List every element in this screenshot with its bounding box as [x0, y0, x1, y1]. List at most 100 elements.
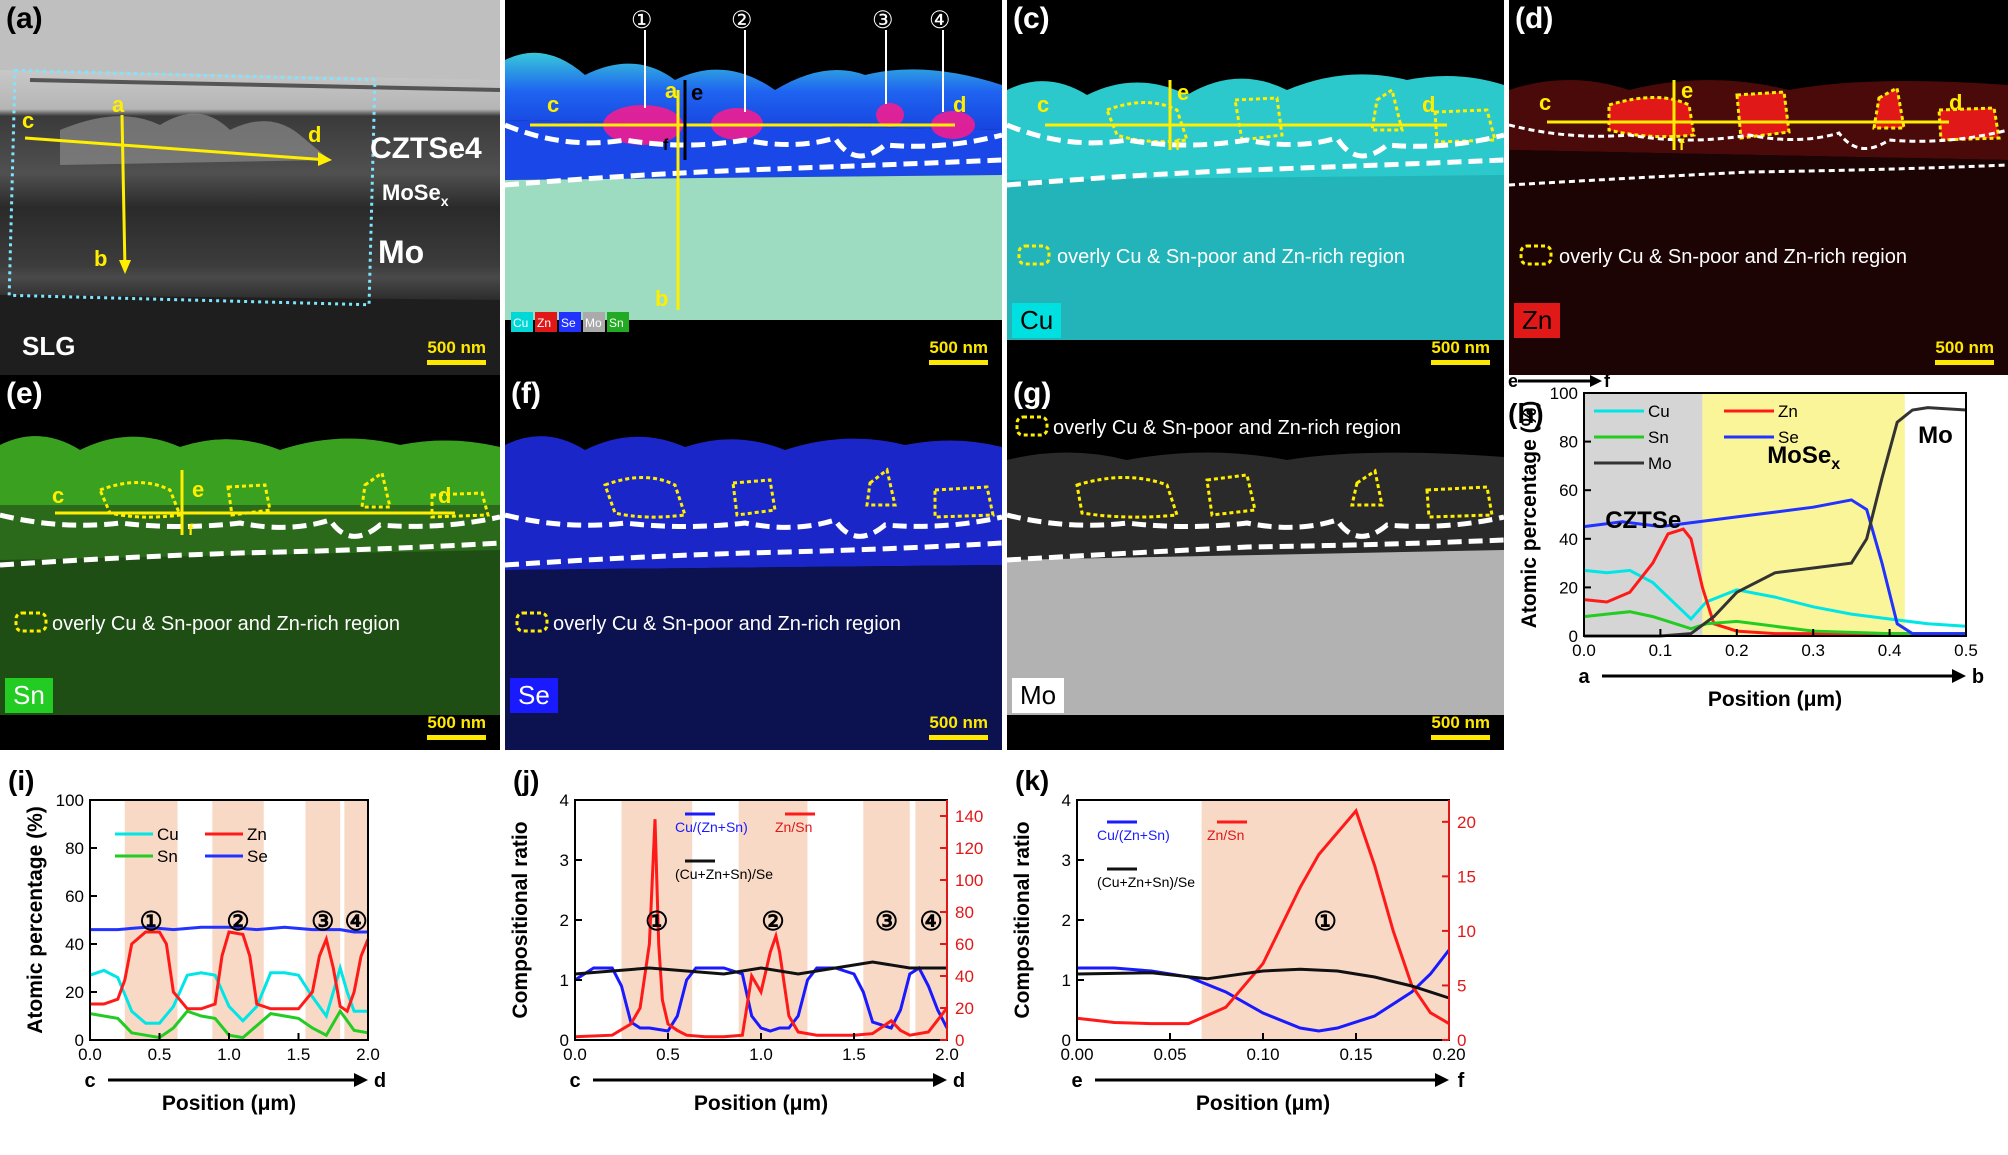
series-line-mo: [1584, 406, 1967, 638]
y2-tick-label: 0: [955, 1031, 964, 1050]
marker-c: c: [52, 483, 64, 508]
x-axis-label: Position (μm): [1196, 1092, 1330, 1115]
y-tick-label: 0: [1062, 1031, 1071, 1050]
y-tick-label: 2: [1062, 911, 1071, 930]
marker-c: c: [1539, 90, 1551, 115]
x-tick-label: 0.2: [1725, 641, 1749, 660]
y-tick-label: 20: [65, 983, 84, 1002]
series-line--cu-zn-sn-se: [1076, 967, 1450, 1000]
marker-f: f: [663, 137, 669, 154]
panel-label-a: (a): [6, 2, 43, 35]
y-axis-label: Compositional ratio: [509, 821, 532, 1018]
x-tick-label: 1.0: [217, 1045, 241, 1064]
region-legend: overly Cu & Sn-poor and Zn-rich region: [1559, 246, 1907, 268]
marker-end: f: [1604, 375, 1611, 391]
panel-label: (i): [8, 765, 34, 796]
compositional-ratio-chart-k: ①0.00 0.05 0.10 0.15 0.200123405101520Positi…: [1011, 765, 1476, 1115]
series-line-zn-sn: [1076, 807, 1450, 1026]
marker-f: f: [188, 522, 194, 539]
region-legend: overly Cu & Sn-poor and Zn-rich region: [1057, 246, 1405, 268]
legend-label: Cu: [1648, 402, 1670, 421]
element-tag: Zn: [1514, 303, 1561, 338]
marker-d: d: [308, 122, 321, 147]
panel-c-cu-map: c d e f overly Cu & Sn-poor and Zn-rich …: [1007, 0, 1504, 375]
y-axis-label: Atomic percentage (%): [1518, 401, 1541, 629]
marker-end: b: [1972, 666, 1984, 688]
y-tick-label: 2: [560, 911, 569, 930]
region-label: CZTSe: [1605, 507, 1681, 534]
y-tick-label: 4: [560, 791, 569, 810]
x-tick-label: 0.10: [1246, 1045, 1279, 1064]
marker-start: c: [569, 1070, 580, 1092]
shaded-region: [915, 800, 947, 1040]
y2-tick-label: 60: [955, 935, 974, 954]
legend-label: Sn: [1648, 428, 1669, 447]
element-tag: Se: [510, 678, 558, 713]
x-tick-label: 0.05: [1153, 1045, 1186, 1064]
element-tag: Mo: [1012, 678, 1065, 713]
series-line--cu-zn-sn-se: [574, 960, 947, 976]
x-tick-label: 2.0: [356, 1045, 380, 1064]
scale-bar: 500 nm: [929, 338, 988, 365]
y-tick-label: 80: [1559, 433, 1578, 452]
x-tick-label: 0.3: [1801, 641, 1825, 660]
x-tick-label: 0.5: [1954, 641, 1978, 660]
legend-label: Cu/(Zn+Sn): [1097, 827, 1170, 843]
region-label: ③: [311, 906, 334, 936]
legend-label: Zn/Sn: [1207, 827, 1244, 843]
panel-e-sn-map: c d e f overly Cu & Sn-poor and Zn-rich …: [0, 375, 500, 750]
marker-e: e: [1177, 80, 1189, 105]
legend-label: Sn: [157, 847, 178, 866]
y-tick-label: 100: [1550, 384, 1578, 403]
panel-b-eds-overlay: ① ② ③ ④ a b c d e f Cu Zn Se Mo Sn (b) 5…: [505, 0, 1002, 375]
site-marker-4: ④: [929, 7, 951, 34]
panel-label-c: (c): [1013, 2, 1050, 35]
region-legend: overly Cu & Sn-poor and Zn-rich region: [1053, 417, 1401, 439]
y-tick-label: 0: [75, 1031, 84, 1050]
marker-d: d: [438, 483, 451, 508]
legend-label: Cu/(Zn+Sn): [675, 819, 748, 835]
panel-label: (k): [1015, 765, 1049, 796]
y-tick-label: 60: [65, 887, 84, 906]
element-sn: Sn: [609, 316, 624, 330]
y-tick-label: 80: [65, 839, 84, 858]
y-tick-label: 3: [1062, 851, 1071, 870]
plot-frame: [1583, 392, 1967, 637]
y2-tick-label: 80: [955, 903, 974, 922]
region-label: ①: [140, 906, 163, 936]
y2-tick-label: 5: [1457, 976, 1466, 995]
legend-label: (Cu+Zn+Sn)/Se: [675, 866, 773, 882]
shaded-region: [1702, 393, 1905, 636]
scale-bar: 500 nm: [929, 713, 988, 740]
marker-a: a: [112, 92, 125, 117]
region-label: ③: [875, 906, 898, 936]
y-tick-label: 0: [560, 1031, 569, 1050]
shaded-region: [305, 800, 341, 1040]
legend-label: Mo: [1648, 454, 1672, 473]
legend-label: Zn/Sn: [775, 819, 812, 835]
legend-label: Zn: [1778, 402, 1798, 421]
y2-tick-label: 10: [1457, 922, 1476, 941]
x-tick-label: 1.0: [749, 1045, 773, 1064]
region-label: ②: [761, 906, 784, 936]
marker-e: e: [1681, 78, 1693, 103]
element-cu: Cu: [513, 316, 528, 330]
series-line-zn-sn: [574, 819, 949, 1039]
y-tick-label: 20: [1559, 578, 1578, 597]
tem-image: a b c d CZTSe4 MoSex Mo SLG: [0, 0, 500, 375]
panel-label-f: (f): [511, 377, 541, 410]
marker-start: c: [84, 1070, 95, 1092]
zn-map: c d e f overly Cu & Sn-poor and Zn-rich …: [1509, 78, 2008, 375]
panel-d-zn-map: c d e f overly Cu & Sn-poor and Zn-rich …: [1509, 0, 2008, 375]
layer-czts-label: CZTSe4: [370, 132, 482, 165]
compositional-ratio-chart-j: ① ② ③ ④0.0 0.5 1.0 1.5 2.0012340204060801001201…: [509, 765, 983, 1115]
marker-end: d: [953, 1070, 965, 1092]
layer-slg-label: SLG: [22, 331, 75, 361]
y2-tick-label: 15: [1457, 867, 1476, 886]
x-tick-label: 1.5: [287, 1045, 311, 1064]
x-axis-label: Position (μm): [694, 1092, 828, 1115]
series-line-cu: [1583, 568, 1967, 628]
x-tick-label: 0.0: [78, 1045, 102, 1064]
marker-f: f: [1679, 137, 1685, 154]
marker-c: c: [22, 108, 34, 133]
